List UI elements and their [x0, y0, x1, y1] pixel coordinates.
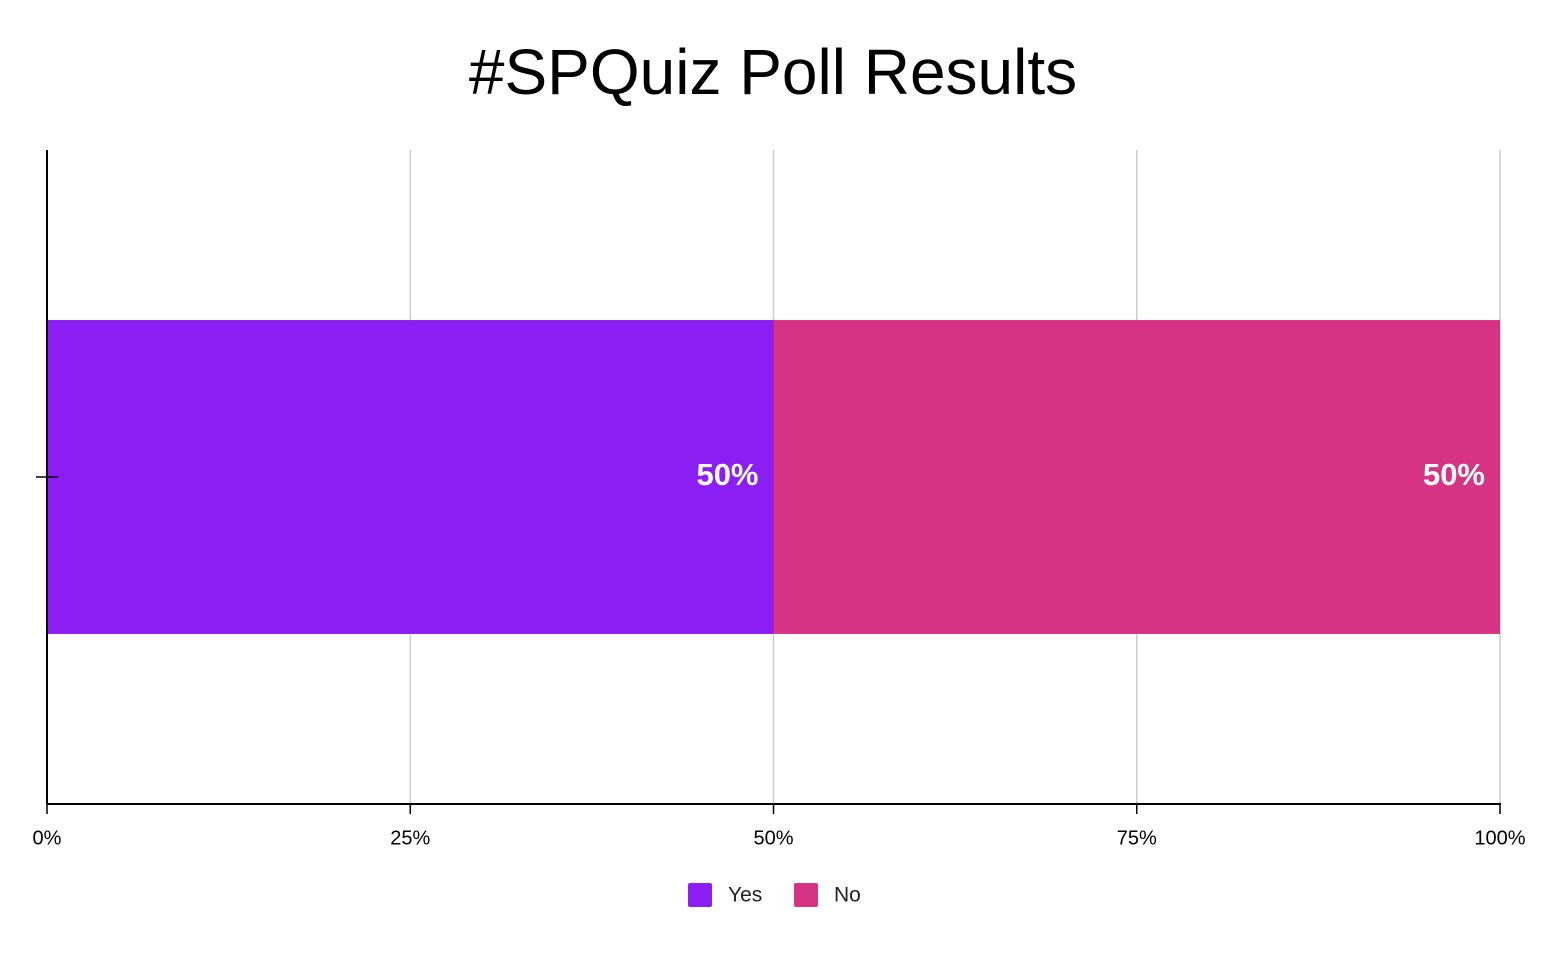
bar-segment — [47, 320, 774, 634]
labels: 0% 25% 50% 75% 100% 50% 50% Yes No — [33, 457, 1526, 907]
legend-swatch — [794, 883, 818, 907]
bars — [47, 320, 1500, 634]
value-label: 50% — [696, 457, 758, 492]
chart-title: #SPQuiz Poll Results — [469, 36, 1077, 108]
x-tick-label: 0% — [33, 827, 62, 849]
x-tick-label: 75% — [1117, 827, 1157, 849]
x-tick-label: 50% — [753, 827, 793, 849]
legend-swatch — [688, 883, 712, 907]
legend-label: No — [834, 884, 861, 907]
bar-segment — [773, 320, 1500, 634]
legend-label: Yes — [728, 884, 762, 907]
x-tick-label: 25% — [390, 827, 430, 849]
x-tick-label: 100% — [1474, 827, 1525, 849]
value-label: 50% — [1423, 457, 1485, 492]
